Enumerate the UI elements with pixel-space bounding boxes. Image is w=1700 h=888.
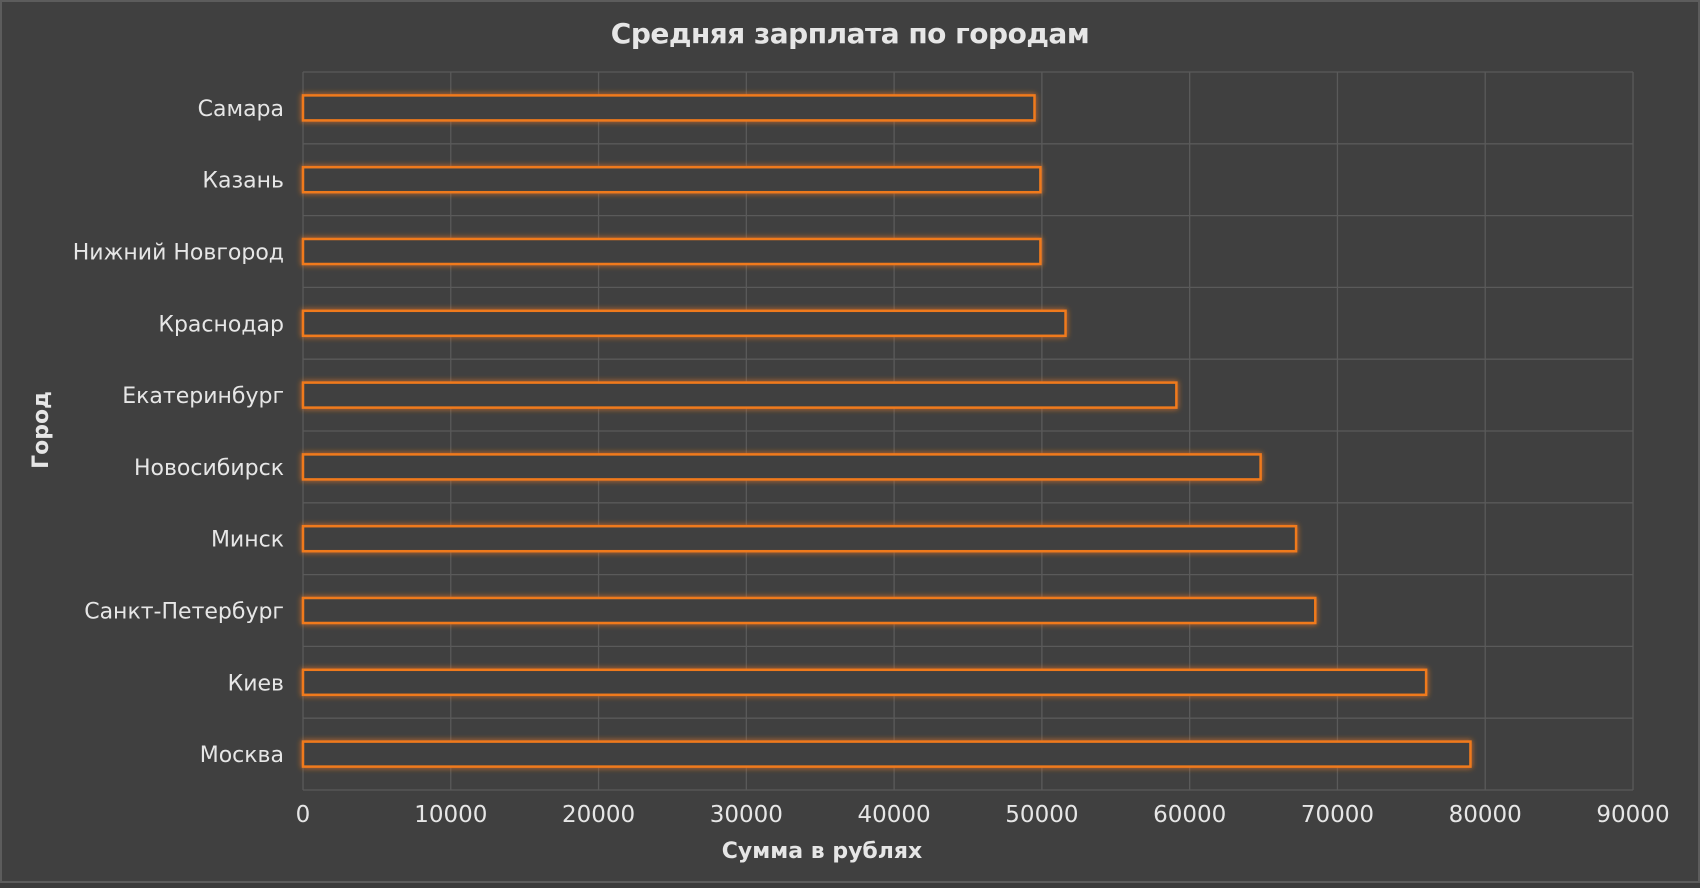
category-label: Екатеринбург <box>122 384 284 409</box>
category-labels: Самара Казань Нижний Новгород Краснодар Екат… <box>73 97 284 768</box>
category-label: Новосибирск <box>134 456 284 481</box>
category-label: Санкт-Петербург <box>84 600 284 625</box>
x-tick-label: 60000 <box>1153 802 1226 828</box>
bar <box>301 237 1042 266</box>
category-label: Самара <box>198 97 284 122</box>
x-tick-label: 10000 <box>414 802 487 828</box>
bar <box>301 668 1428 697</box>
bar <box>301 524 1298 553</box>
bar <box>301 740 1472 768</box>
x-axis-title: Сумма в рублях <box>722 839 922 864</box>
bar <box>301 94 1036 122</box>
x-tick-label: 90000 <box>1596 802 1669 828</box>
bar <box>301 453 1262 481</box>
x-tick-labels: 0 10000 20000 30000 40000 50000 60000 70000 8000… <box>296 802 1670 828</box>
x-tick-label: 30000 <box>710 802 783 828</box>
x-tick-label: 20000 <box>562 802 635 828</box>
category-label: Минск <box>211 528 284 553</box>
category-label: Нижний Новгород <box>73 241 284 266</box>
bars <box>301 94 1472 768</box>
x-tick-label: 50000 <box>1005 802 1078 828</box>
x-tick-label: 70000 <box>1301 802 1374 828</box>
x-tick-label: 0 <box>296 802 311 828</box>
category-label: Краснодар <box>158 312 284 337</box>
x-tick-label: 40000 <box>858 802 931 828</box>
category-label: Москва <box>200 743 284 768</box>
bar <box>301 165 1042 194</box>
bar <box>301 596 1317 625</box>
category-label: Казань <box>202 169 284 194</box>
chart-title: Средняя зарплата по городам <box>611 17 1089 50</box>
y-axis-title: Город <box>29 391 54 469</box>
x-tick-label: 80000 <box>1449 802 1522 828</box>
bar <box>301 309 1067 338</box>
bar <box>301 381 1178 409</box>
category-label: Киев <box>228 671 284 696</box>
